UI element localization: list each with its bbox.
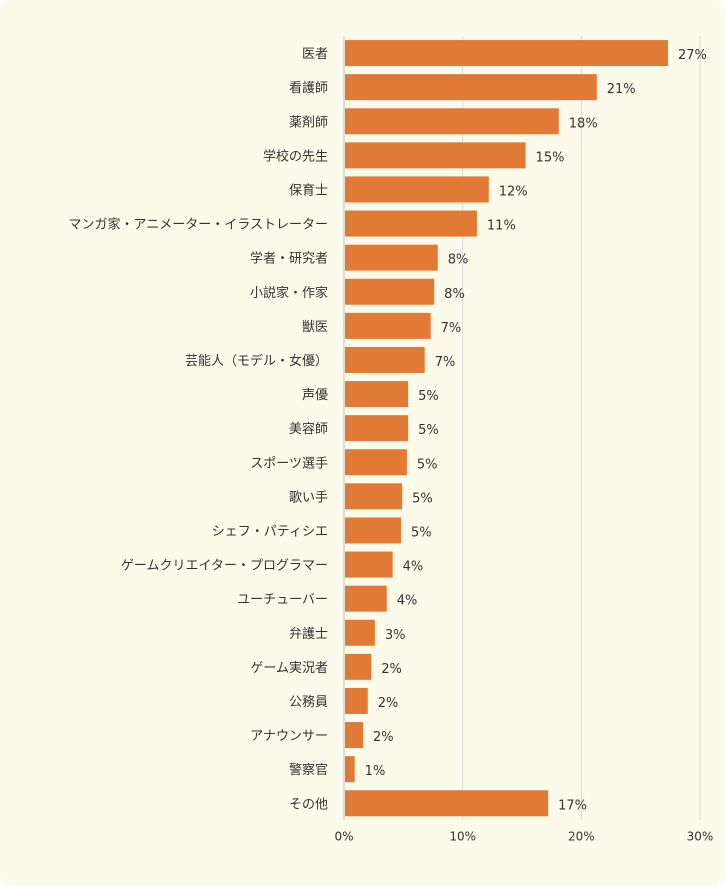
data-label: 27% (678, 48, 707, 63)
bar (345, 449, 407, 476)
category-label: 学校の先生 (263, 148, 328, 164)
category-label: その他 (289, 797, 328, 812)
category-label: 保育士 (289, 182, 328, 198)
category-label: 小説家・作家 (250, 285, 328, 301)
category-labels: 医者看護師薬剤師学校の先生保育士マンガ家・アニメーター・イラストレーター学者・研… (69, 47, 328, 812)
bar (345, 278, 435, 305)
bar (345, 517, 401, 544)
data-label: 7% (441, 321, 462, 336)
category-label: 薬剤師 (289, 114, 328, 130)
bar (345, 142, 526, 169)
category-label: 獣医 (302, 320, 328, 335)
value-labels: 27% 21% 18% 15% 12% 11% 8% 8% 7% 7% 5% 5% 5% 5% 5% 4% 4%… (365, 48, 707, 813)
data-label: 2% (373, 730, 394, 745)
data-label: 3% (385, 628, 406, 643)
x-tick-label: 30% (687, 829, 714, 843)
x-tick-label: 10% (449, 829, 476, 843)
category-label: 公務員 (289, 695, 328, 710)
data-label: 2% (381, 662, 402, 677)
bar (345, 585, 387, 612)
data-label: 5% (411, 525, 432, 540)
bar (345, 74, 597, 101)
category-label: 医者 (302, 47, 328, 62)
data-label: 2% (378, 696, 399, 711)
bars (345, 40, 668, 817)
data-label: 5% (418, 389, 439, 404)
bar (345, 381, 409, 408)
x-tick-label: 20% (568, 829, 595, 843)
gridlines (343, 36, 701, 821)
bar (345, 415, 409, 442)
category-label: 弁護士 (289, 626, 328, 642)
bar (345, 687, 368, 714)
data-label: 5% (412, 491, 433, 506)
category-label: 歌い手 (289, 490, 328, 505)
x-tick-label: 0% (334, 829, 353, 843)
data-label: 21% (607, 82, 636, 97)
data-label: 4% (403, 560, 424, 575)
category-label: アナウンサー (250, 729, 328, 744)
category-label: 美容師 (289, 421, 328, 437)
category-label: シェフ・パティシエ (212, 524, 328, 539)
data-label: 8% (444, 287, 465, 302)
bar (345, 108, 559, 135)
bar (345, 483, 403, 510)
category-label: マンガ家・アニメーター・イラストレーター (69, 217, 328, 233)
category-label: 芸能人（モデル・女優） (185, 353, 328, 369)
bar (345, 176, 489, 203)
data-label: 5% (417, 457, 438, 472)
bar (345, 790, 549, 817)
data-label: 5% (418, 423, 439, 438)
data-label: 8% (448, 253, 469, 268)
bar (345, 346, 425, 373)
category-label: 学者・研究者 (250, 251, 328, 267)
data-label: 7% (435, 355, 456, 370)
data-label: 1% (365, 764, 386, 779)
bar (345, 244, 438, 271)
category-label: 警察官 (289, 762, 328, 778)
bar (345, 653, 372, 680)
data-label: 11% (487, 219, 516, 234)
bar (345, 619, 375, 646)
data-label: 4% (397, 594, 418, 609)
x-axis-ticks: 0% 10% 20% 30% (334, 829, 713, 843)
bar (345, 756, 355, 783)
category-label: ゲーム実況者 (250, 660, 328, 676)
category-label: ユーチューバー (237, 593, 328, 608)
bar (345, 312, 431, 339)
data-label: 15% (536, 150, 565, 165)
category-label: 看護師 (289, 80, 328, 96)
data-label: 12% (499, 184, 528, 199)
bar (345, 722, 363, 749)
category-label: ゲームクリエイター・プログラマー (121, 559, 328, 574)
category-label: 声優 (302, 388, 328, 403)
data-label: 18% (569, 116, 598, 131)
bar (345, 210, 477, 237)
category-label: スポーツ選手 (250, 456, 328, 471)
bar (345, 551, 393, 578)
data-label: 17% (558, 798, 587, 813)
bar (345, 40, 668, 67)
